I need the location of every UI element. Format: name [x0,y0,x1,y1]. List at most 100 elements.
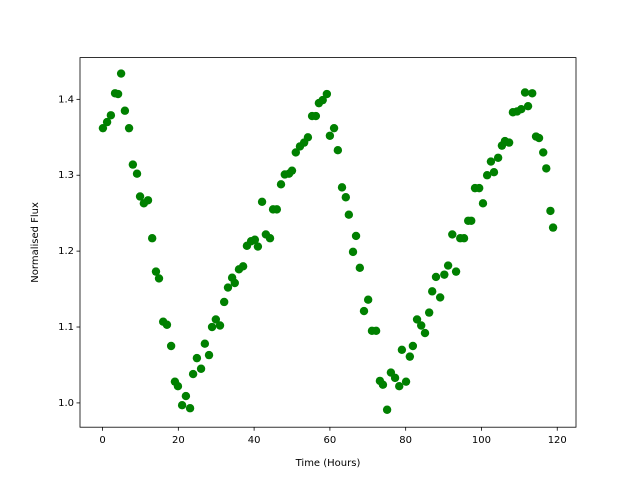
data-point [238,262,248,271]
data-point [355,263,365,273]
data-point [448,230,457,239]
data-point [341,193,351,202]
data-point [98,123,108,133]
data-point [318,95,327,105]
data-point [132,169,142,178]
data-point [539,148,548,157]
data-point [116,69,126,78]
data-point [287,166,297,175]
data-point [143,196,153,205]
data-point [435,293,445,302]
data-point [548,223,558,232]
data-point [230,278,239,288]
x-tick-label: 0 [99,435,105,446]
data-point [188,369,198,379]
data-point [359,306,369,316]
data-point [253,242,263,251]
data-point [192,353,202,363]
data-point [348,247,358,257]
data-point [363,295,373,304]
data-point [325,131,335,140]
data-point [106,111,116,120]
data-point [467,216,476,225]
data-point [219,297,229,307]
data-point [351,231,361,241]
data-point [417,321,426,330]
data-point [424,308,434,317]
data-point [528,89,537,98]
data-point [478,199,488,208]
marks [98,69,558,414]
data-point [520,88,530,97]
data-point [211,315,221,324]
data-point [333,145,343,155]
data-point [395,382,404,391]
data-point [124,123,134,133]
data-point [322,89,332,99]
data-point [250,235,260,244]
data-point [207,322,217,332]
x-tick-label: 100 [472,435,491,446]
data-point [181,391,191,401]
data-point [257,197,267,206]
data-point [489,167,499,177]
data-point [397,345,407,354]
plot-area [80,57,576,428]
data-point [196,364,206,373]
data-point [401,377,411,386]
y-tick-label: 1.3 [58,170,74,181]
x-axis-label: Time (Hours) [295,458,361,469]
data-point [272,205,282,214]
data-point [276,180,286,189]
data-point [291,148,300,157]
data-point [303,133,313,142]
data-point [405,352,415,361]
y-tick-label: 1.4 [58,94,74,105]
axes-frame [79,57,577,428]
data-point [223,283,233,292]
data-point [204,350,214,360]
data-point [517,105,526,114]
data-point [493,153,503,162]
data-point [128,160,138,169]
data-point [166,341,176,351]
data-point [344,210,354,219]
data-point [482,171,492,180]
y-tick-label: 1.2 [58,246,74,257]
x-tick-label: 80 [399,435,412,446]
data-point [329,123,339,133]
data-point [147,234,157,243]
data-point [177,400,187,410]
data-point [486,157,496,166]
data-point [390,373,400,383]
data-point [311,111,321,121]
data-point [546,206,555,216]
data-point [440,270,449,279]
y-tick-label: 1.1 [58,322,74,333]
data-point [382,405,392,414]
data-point [173,382,183,391]
data-point [265,234,275,243]
data-point [504,138,514,147]
data-point [474,183,484,193]
data-point [523,101,533,111]
data-point [459,234,469,243]
x-tick-label: 120 [548,435,567,446]
x-tick-label: 60 [324,435,337,446]
data-point [337,183,347,192]
data-point [120,106,130,115]
data-point [451,267,461,276]
data-point [443,261,453,270]
data-point [420,328,430,338]
data-point [154,274,164,283]
data-point [151,267,161,276]
data-point [135,192,145,201]
data-point [102,117,112,127]
data-point [215,321,225,330]
data-point [162,320,172,329]
data-point [371,326,381,336]
data-point [542,164,551,173]
data-point [408,341,418,351]
